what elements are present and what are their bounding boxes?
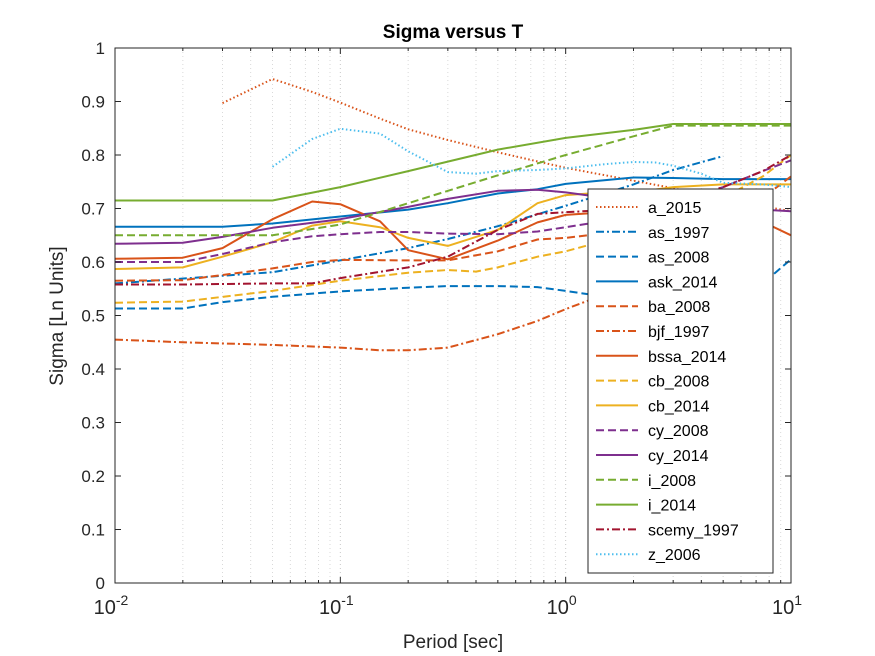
series-line-z-2006 xyxy=(271,127,792,189)
x-axis-label: Period [sec] xyxy=(403,632,503,653)
legend-label: bjf_1997 xyxy=(648,324,709,341)
x-tick-label: 10-1 xyxy=(319,592,354,619)
series-line-bjf-1997 xyxy=(114,282,634,352)
series-line-as-2008 xyxy=(115,258,792,313)
legend-box xyxy=(587,188,774,574)
y-tick-label: 1 xyxy=(96,39,105,58)
y-tick-label: 0 xyxy=(96,574,105,593)
y-tick-label: 0.5 xyxy=(81,307,105,326)
legend-label: ask_2014 xyxy=(648,274,717,291)
y-tick-label: 0.7 xyxy=(81,200,105,219)
x-tick-label: 100 xyxy=(547,592,577,619)
y-tick-label: 0.4 xyxy=(81,360,105,379)
series-line-ask-2014 xyxy=(115,176,791,228)
legend-label: cb_2014 xyxy=(648,398,709,415)
legend: a_2015 as_1997 as_2008 ask_2014 ba_2008 bjf_1… xyxy=(587,188,774,574)
legend-label: a_2015 xyxy=(648,200,701,217)
legend-label: scemy_1997 xyxy=(648,522,739,539)
y-tick-label: 0.8 xyxy=(81,146,105,165)
x-tick-label: 101 xyxy=(772,592,802,619)
legend-label: ba_2008 xyxy=(648,299,710,316)
legend-label: i_2008 xyxy=(648,473,696,490)
y-tick-label: 0.3 xyxy=(81,414,105,433)
y-tick-label: 0.2 xyxy=(81,467,105,486)
legend-label: cy_2008 xyxy=(648,423,709,440)
series-line-ba-2008 xyxy=(114,175,792,282)
legend-label: i_2014 xyxy=(648,498,696,515)
legend-label: as_2008 xyxy=(648,250,709,267)
y-tick-label: 0.6 xyxy=(81,253,105,272)
ticks-layer: 0 0.1 0.2 0.3 0.4 0.5 0.6 0.7 0.8 0.9 1 10-2 10-1 100… xyxy=(81,39,802,619)
legend-label: as_1997 xyxy=(648,225,709,242)
y-tick-label: 0.9 xyxy=(81,93,105,112)
y-axis-label: Sigma [Ln Units] xyxy=(47,246,68,385)
legend-label: z_2006 xyxy=(648,547,701,564)
legend-label: cy_2014 xyxy=(648,448,709,465)
legend-label: bssa_2014 xyxy=(648,349,726,366)
series-line-i-2014 xyxy=(115,123,791,202)
legend-label: cb_2008 xyxy=(648,374,709,391)
chart-title: Sigma versus T xyxy=(383,22,524,43)
series-line-i-2008 xyxy=(115,124,791,237)
x-tick-label: 10-2 xyxy=(94,592,129,619)
y-tick-label: 0.1 xyxy=(81,521,105,540)
